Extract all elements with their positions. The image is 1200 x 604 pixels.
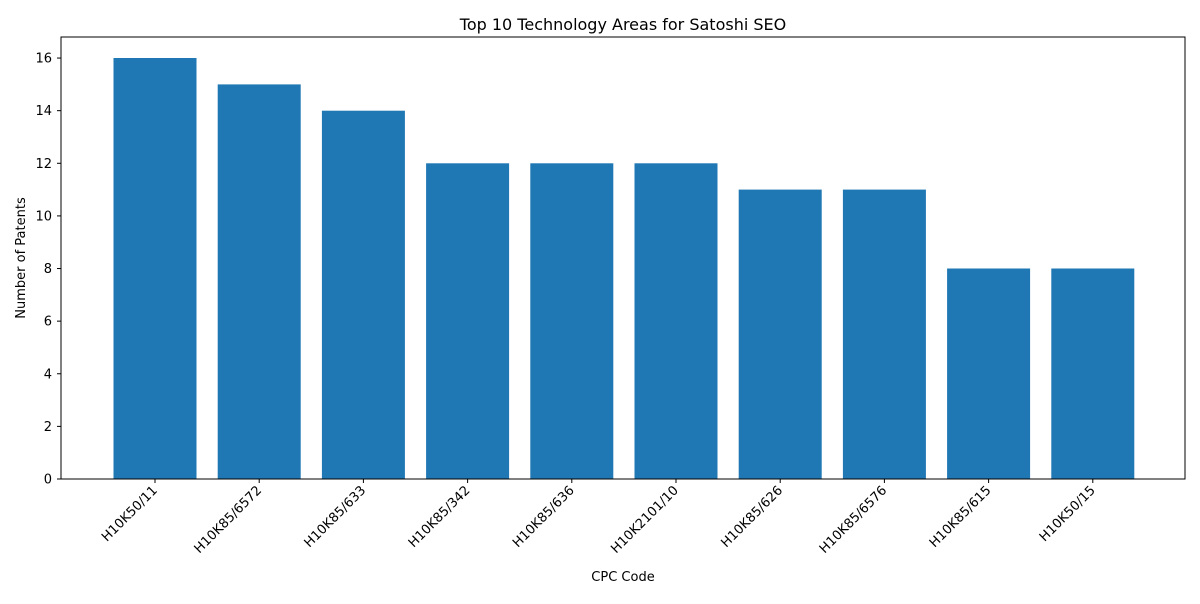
x-tick-label: H10K2101/10	[608, 483, 681, 556]
y-axis: 0 2 4 6 8 10 12 14 16	[35, 52, 61, 488]
x-tick-label: H10K85/6572	[192, 483, 265, 556]
bar	[947, 269, 1030, 480]
bar	[218, 84, 301, 479]
bar	[635, 163, 718, 479]
x-tick-label: H10K85/636	[510, 483, 578, 551]
bar	[739, 190, 822, 479]
x-tick-label: H10K85/342	[406, 483, 474, 551]
y-tick-label: 12	[35, 157, 52, 172]
x-axis-label: CPC Code	[591, 570, 654, 585]
y-tick-label: 10	[35, 209, 52, 224]
y-axis-label: Number of Patents	[14, 197, 29, 319]
x-tick-label: H10K85/615	[927, 483, 995, 551]
y-tick-label: 0	[44, 473, 52, 488]
y-tick-label: 6	[44, 315, 52, 330]
y-tick-label: 14	[35, 104, 52, 119]
bar	[843, 190, 926, 479]
bar	[114, 58, 197, 479]
bar	[1051, 269, 1134, 480]
x-tick-label: H10K50/11	[99, 483, 161, 545]
bar	[322, 111, 405, 479]
chart-title: Top 10 Technology Areas for Satoshi SEO	[459, 15, 786, 34]
y-tick-label: 2	[44, 420, 52, 435]
y-tick-label: 4	[44, 367, 52, 382]
x-tick-label: H10K85/626	[718, 483, 786, 551]
y-tick-label: 8	[44, 262, 52, 277]
x-tick-label: H10K85/6576	[817, 483, 890, 556]
y-tick-label: 16	[35, 52, 52, 67]
x-axis: H10K50/11 H10K85/6572 H10K85/633 H10K85/342…	[99, 479, 1099, 557]
x-tick-label: H10K50/15	[1037, 483, 1099, 545]
bar	[426, 163, 509, 479]
bars-group	[114, 58, 1135, 479]
bar	[530, 163, 613, 479]
x-tick-label: H10K85/633	[302, 483, 370, 551]
